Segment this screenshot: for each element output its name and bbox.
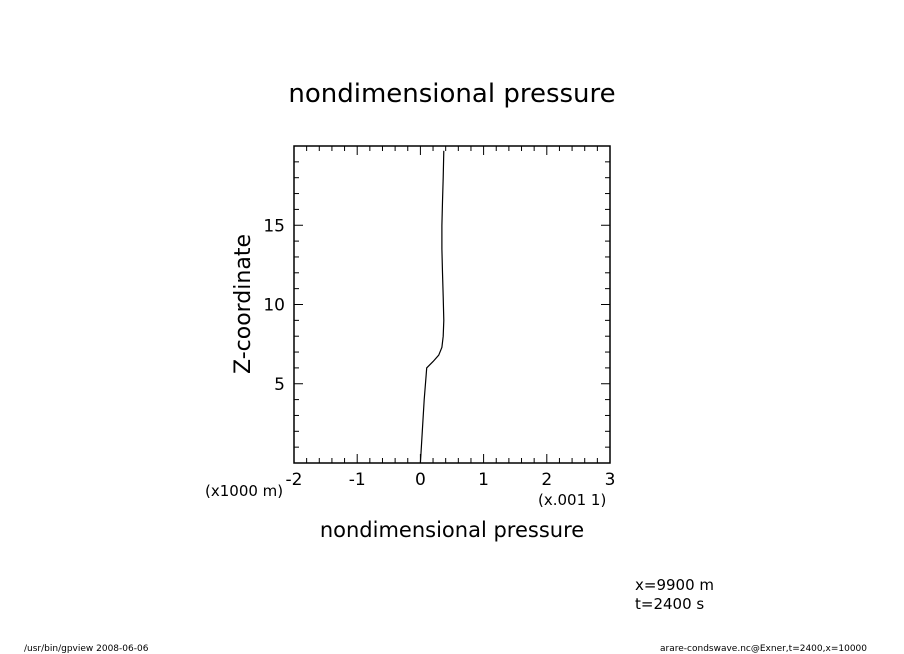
position-annotation: x=9900 m bbox=[635, 576, 714, 594]
series-line bbox=[419, 150, 445, 464]
y-axis-label: Z-coordinate bbox=[231, 234, 256, 374]
y-tick-label: 10 bbox=[263, 296, 285, 316]
time-annotation: t=2400 s bbox=[635, 595, 704, 613]
x-axis-label: nondimensional pressure bbox=[320, 518, 584, 542]
source-footer: arare-condswave.nc@Exner,t=2400,x=10000 bbox=[660, 644, 867, 654]
x-scale-label: (x.001 1) bbox=[538, 491, 606, 509]
plot-frame bbox=[293, 145, 611, 464]
x-tick-label: 3 bbox=[605, 470, 616, 490]
y-tick-label: 15 bbox=[263, 216, 285, 236]
program-footer: /usr/bin/gpview 2008-06-06 bbox=[24, 644, 149, 654]
y-tick-label: 5 bbox=[274, 375, 285, 395]
y-scale-label: (x1000 m) bbox=[205, 482, 283, 500]
x-tick-label: 1 bbox=[478, 470, 489, 490]
series-group bbox=[419, 150, 445, 464]
x-tick-label: -1 bbox=[349, 470, 366, 490]
x-tick-label: 0 bbox=[415, 470, 426, 490]
x-tick-label: -2 bbox=[286, 470, 303, 490]
x-tick-label: 2 bbox=[541, 470, 552, 490]
tick-labels: -2 -1 0 1 2 3 5 10 15 bbox=[263, 216, 615, 490]
chart-title: nondimensional pressure bbox=[288, 79, 615, 109]
tick-marks bbox=[293, 145, 611, 464]
